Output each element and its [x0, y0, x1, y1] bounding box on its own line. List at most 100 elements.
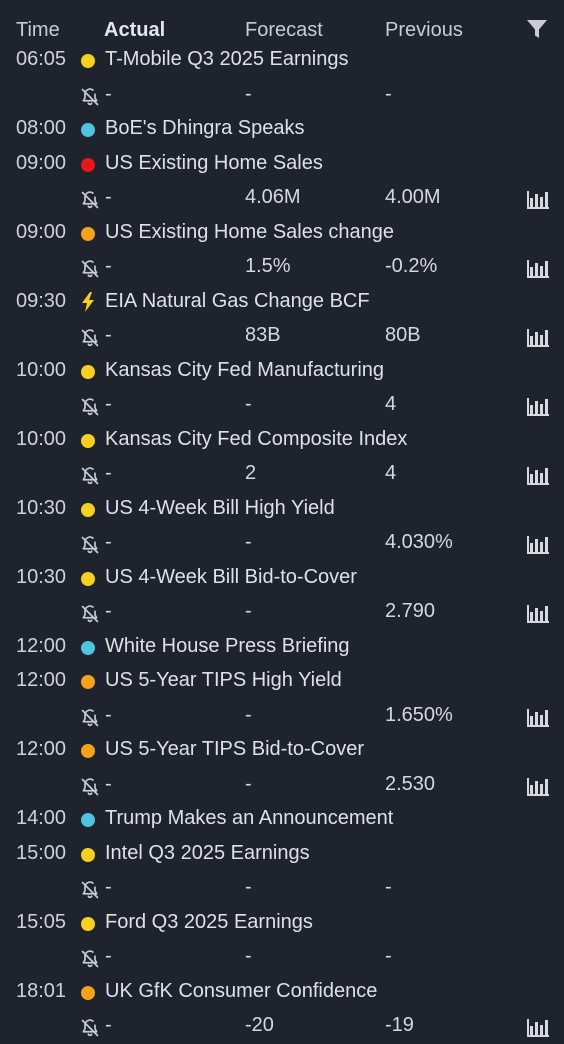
forecast-value: -20	[245, 1014, 274, 1036]
event-row[interactable]: 15:05 Ford Q3 2025 Earnings	[0, 906, 564, 941]
event-row[interactable]: 09:00 US Existing Home Sales	[0, 147, 564, 182]
previous-value: 1.650%	[385, 703, 453, 726]
bell-off-icon[interactable]	[80, 1018, 100, 1038]
header-actual[interactable]: Actual	[104, 19, 166, 41]
event-title[interactable]: US 5-Year TIPS Bid-to-Cover	[105, 738, 364, 760]
bell-off-icon[interactable]	[80, 535, 100, 555]
bell-off-icon[interactable]	[80, 880, 100, 900]
event-time: 12:00	[16, 669, 67, 691]
event-title[interactable]: White House Press Briefing	[105, 634, 350, 657]
bell-off-icon[interactable]	[80, 949, 100, 969]
event-values-row: - - -	[0, 940, 564, 975]
event-row[interactable]: 18:01 UK GfK Consumer Confidence	[0, 975, 564, 1010]
impact-dot-yellow	[81, 433, 95, 448]
event-values-row: - 2 4	[0, 457, 564, 492]
event-title[interactable]: BoE's Dhingra Speaks	[105, 117, 305, 139]
actual-value: -	[105, 600, 112, 622]
event-title[interactable]: US 4-Week Bill High Yield	[105, 496, 335, 519]
event-row[interactable]: 06:05 T-Mobile Q3 2025 Earnings	[0, 43, 564, 78]
bell-off-icon[interactable]	[80, 397, 100, 417]
filter-icon[interactable]	[525, 17, 549, 41]
event-title[interactable]: US 4-Week Bill Bid-to-Cover	[105, 565, 357, 588]
impact-dot-yellow	[81, 847, 95, 862]
impact-dot-cyan	[81, 813, 95, 827]
event-values-row: - - 2.790	[0, 595, 564, 630]
event-time: 08:00	[16, 117, 67, 139]
event-row[interactable]: 10:00 Kansas City Fed Composite Index	[0, 423, 564, 458]
actual-value: -	[105, 1014, 112, 1036]
bell-off-icon[interactable]	[80, 708, 100, 728]
previous-value: -	[385, 876, 392, 898]
event-row[interactable]: 14:00 Trump Makes an Announcement	[0, 802, 564, 837]
event-row[interactable]: 08:00 BoE's Dhingra Speaks	[0, 112, 564, 147]
bar-chart-icon[interactable]	[526, 707, 550, 727]
header-time[interactable]: Time	[16, 19, 60, 41]
event-values-row: - 1.5% -0.2%	[0, 250, 564, 285]
impact-dot-orange	[81, 226, 95, 241]
event-time: 09:00	[16, 220, 67, 243]
forecast-value: -	[245, 82, 252, 105]
actual-value: -	[105, 772, 112, 795]
event-values-row: - - 4	[0, 388, 564, 423]
bell-off-icon[interactable]	[80, 604, 100, 624]
event-row[interactable]: 12:00 US 5-Year TIPS High Yield	[0, 664, 564, 699]
event-title[interactable]: US Existing Home Sales	[105, 151, 323, 174]
event-time: 18:01	[16, 979, 67, 1002]
bar-chart-icon[interactable]	[526, 465, 550, 485]
bell-off-icon[interactable]	[80, 259, 100, 279]
event-row[interactable]: 12:00 US 5-Year TIPS Bid-to-Cover	[0, 733, 564, 768]
forecast-value: -	[245, 772, 252, 795]
impact-dot-yellow	[81, 502, 95, 517]
event-row[interactable]: 10:30 US 4-Week Bill Bid-to-Cover	[0, 561, 564, 596]
impact-dot-yellow	[81, 916, 95, 931]
event-title[interactable]: Intel Q3 2025 Earnings	[105, 841, 310, 864]
event-time: 10:00	[16, 358, 67, 381]
bar-chart-icon[interactable]	[526, 603, 550, 623]
previous-value: 4.00M	[385, 186, 441, 208]
bar-chart-icon[interactable]	[526, 776, 550, 796]
bell-off-icon[interactable]	[80, 328, 100, 348]
event-title[interactable]: US 5-Year TIPS High Yield	[105, 669, 342, 691]
event-row[interactable]: 10:30 US 4-Week Bill High Yield	[0, 492, 564, 527]
event-title[interactable]: T-Mobile Q3 2025 Earnings	[105, 48, 349, 70]
impact-dot-orange	[81, 675, 95, 689]
event-row[interactable]: 09:00 US Existing Home Sales change	[0, 216, 564, 251]
event-row[interactable]: 09:30 EIA Natural Gas Change BCF	[0, 285, 564, 320]
event-title[interactable]: US Existing Home Sales change	[105, 220, 395, 243]
event-title[interactable]: UK GfK Consumer Confidence	[105, 979, 378, 1002]
event-time: 09:00	[16, 151, 67, 174]
bar-chart-icon[interactable]	[526, 258, 550, 278]
bell-off-icon[interactable]	[80, 466, 100, 486]
header-previous[interactable]: Previous	[385, 19, 463, 41]
event-row[interactable]: 10:00 Kansas City Fed Manufacturing	[0, 354, 564, 389]
bar-chart-icon[interactable]	[526, 396, 550, 416]
bar-chart-icon[interactable]	[526, 534, 550, 554]
event-title[interactable]: Ford Q3 2025 Earnings	[105, 910, 313, 933]
bell-off-icon[interactable]	[80, 777, 100, 797]
header-forecast[interactable]: Forecast	[245, 19, 323, 41]
event-title[interactable]: Trump Makes an Announcement	[105, 807, 394, 829]
event-values-row: - 4.06M 4.00M	[0, 181, 564, 216]
previous-value: 4	[385, 393, 397, 415]
actual-value: -	[105, 393, 112, 415]
previous-value: -19	[385, 1014, 414, 1036]
event-title[interactable]: Kansas City Fed Manufacturing	[105, 358, 385, 381]
event-time: 10:30	[16, 496, 67, 519]
event-row[interactable]: 12:00 White House Press Briefing	[0, 630, 564, 665]
event-time: 12:00	[16, 634, 67, 657]
bell-off-icon[interactable]	[80, 190, 100, 210]
bar-chart-icon[interactable]	[526, 1017, 550, 1037]
bar-chart-icon[interactable]	[526, 327, 550, 347]
forecast-value: -	[245, 876, 252, 898]
forecast-value: -	[245, 531, 252, 553]
event-title[interactable]: EIA Natural Gas Change BCF	[105, 289, 370, 312]
previous-value: -	[385, 82, 392, 105]
bar-chart-icon[interactable]	[526, 189, 550, 209]
event-row[interactable]: 15:00 Intel Q3 2025 Earnings	[0, 837, 564, 872]
bell-off-icon[interactable]	[80, 87, 100, 107]
event-title[interactable]: Kansas City Fed Composite Index	[105, 427, 408, 450]
lightning-icon	[82, 291, 94, 312]
event-time: 10:00	[16, 427, 67, 450]
event-values-row: - - 4.030%	[0, 526, 564, 561]
forecast-value: 2	[245, 462, 257, 484]
